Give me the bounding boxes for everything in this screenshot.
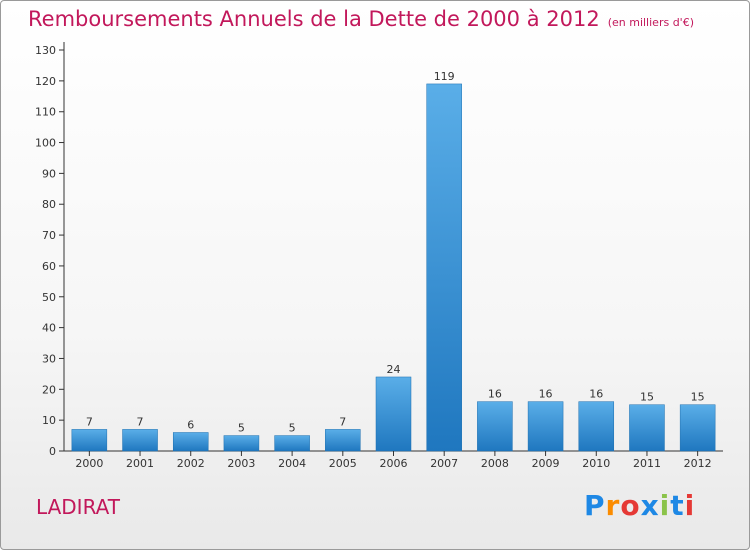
data-label-2011: 15	[640, 391, 654, 404]
x-tick-label-2005: 2005	[329, 457, 357, 470]
bar-2007	[426, 83, 462, 452]
data-label-2010: 16	[589, 388, 603, 401]
unit-text: (en milliers d'€)	[607, 16, 694, 29]
x-tick-label-2008: 2008	[481, 457, 509, 470]
x-tick-label-2010: 2010	[582, 457, 610, 470]
y-tick-label: 90	[42, 167, 56, 180]
data-label-2005: 7	[339, 415, 346, 428]
data-label-2008: 16	[488, 388, 502, 401]
y-tick-label: 0	[49, 445, 56, 458]
y-tick-label: 110	[35, 106, 56, 119]
logo-letter: i	[684, 489, 696, 522]
proxiti-logo: Proxiti	[584, 489, 695, 522]
x-tick-label-2006: 2006	[380, 457, 408, 470]
x-tick-label-2012: 2012	[684, 457, 712, 470]
y-tick-label: 130	[35, 44, 56, 57]
y-tick-label: 30	[42, 352, 56, 365]
x-tick-label-2000: 2000	[75, 457, 103, 470]
data-label-2000: 7	[86, 415, 93, 428]
data-label-2006: 24	[387, 363, 401, 376]
x-tick-label-2009: 2009	[532, 457, 560, 470]
y-tick-label: 120	[35, 75, 56, 88]
logo-letter: o	[620, 489, 641, 522]
bar-2010	[578, 401, 615, 452]
data-label-2009: 16	[539, 388, 553, 401]
y-tick-label: 80	[42, 198, 56, 211]
logo-letter: r	[605, 489, 621, 522]
bar-2006	[375, 376, 412, 452]
data-label-2012: 15	[691, 391, 705, 404]
bar-2003	[223, 435, 260, 452]
data-label-2004: 5	[289, 422, 296, 435]
x-tick-label-2011: 2011	[633, 457, 661, 470]
x-tick-label-2007: 2007	[430, 457, 458, 470]
logo-letter: P	[584, 489, 606, 522]
bar-2004	[274, 435, 310, 452]
y-tick-label: 10	[42, 414, 56, 427]
bar-2002	[172, 432, 209, 452]
city-name: LADIRAT	[36, 495, 121, 519]
x-tick-label-2002: 2002	[177, 457, 205, 470]
bar-2011	[629, 404, 665, 452]
x-tick-label-2001: 2001	[126, 457, 154, 470]
x-tick-label-2004: 2004	[278, 457, 306, 470]
logo-letter: t	[670, 489, 685, 522]
y-tick-label: 70	[42, 229, 56, 242]
y-tick-label: 60	[42, 260, 56, 273]
logo-letter: i	[659, 489, 671, 522]
data-label-2003: 5	[238, 422, 245, 435]
bar-2000	[71, 429, 108, 452]
data-label-2002: 6	[187, 418, 194, 431]
y-tick-label: 100	[35, 137, 56, 150]
bar-2012	[679, 404, 716, 452]
data-label-2007: 119	[434, 70, 455, 83]
y-tick-label: 40	[42, 322, 56, 335]
title-text: Remboursements Annuels de la Dette de 20…	[28, 7, 600, 31]
bar-2009	[527, 401, 564, 452]
data-label-2001: 7	[137, 415, 144, 428]
bar-2008	[477, 401, 513, 452]
y-tick-label: 20	[42, 383, 56, 396]
x-tick-label-2003: 2003	[227, 457, 255, 470]
bar-2001	[122, 429, 158, 452]
bar-2005	[325, 429, 361, 452]
chart-title: Remboursements Annuels de la Dette de 20…	[28, 7, 694, 31]
y-tick-label: 50	[42, 291, 56, 304]
logo-letter: x	[640, 489, 660, 522]
